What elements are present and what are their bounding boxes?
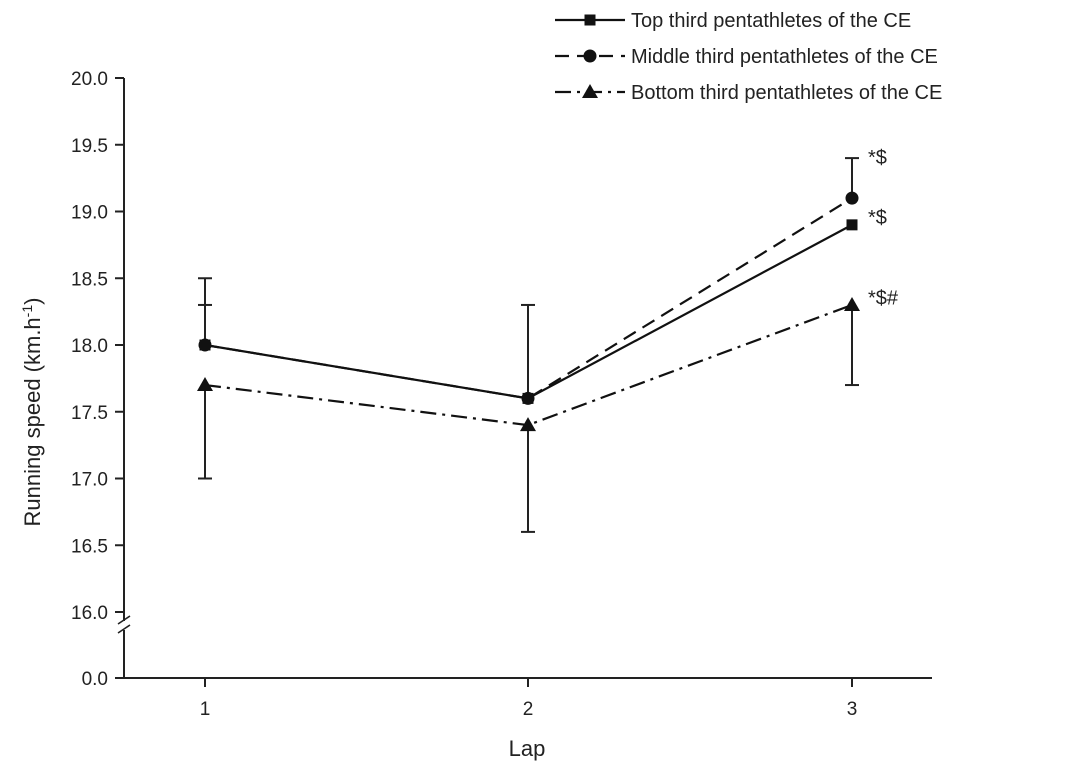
data-point-circle — [845, 191, 859, 205]
series-markers — [197, 191, 860, 432]
legend: Top third pentathletes of the CE Middle t… — [555, 10, 942, 104]
x-tick-label: 2 — [523, 699, 534, 720]
y-tick-label: 19.0 — [71, 203, 108, 224]
y-tick-label: 16.0 — [71, 603, 108, 624]
y-axis-title-end: ) — [20, 298, 45, 305]
legend-label: Top third pentathletes of the CE — [631, 10, 911, 32]
y-axis-title-sup: -1 — [19, 305, 35, 318]
axis-break-mark-1 — [117, 615, 131, 625]
data-point-square — [846, 219, 858, 231]
legend-label: Middle third pentathletes of the CE — [631, 46, 938, 68]
y-tick-label: 16.5 — [71, 536, 108, 557]
data-point-circle — [521, 391, 535, 405]
significance-annotation: *$ — [868, 147, 887, 169]
error-bars — [198, 157, 859, 533]
legend-marker-circle — [583, 49, 597, 63]
y-tick-label: 20.0 — [71, 69, 108, 90]
legend-label: Bottom third pentathletes of the CE — [631, 82, 942, 104]
y-tick-label: 17.0 — [71, 470, 108, 491]
axes — [117, 78, 932, 679]
data-point-circle — [198, 338, 212, 352]
y-tick-label: 0.0 — [82, 669, 108, 690]
y-tick-label: 19.5 — [71, 136, 108, 157]
y-tick-label: 18.0 — [71, 336, 108, 357]
x-ticks: 1 2 3 — [200, 678, 858, 720]
y-tick-label: 18.5 — [71, 269, 108, 290]
legend-marker-triangle — [582, 84, 598, 98]
significance-annotation: *$# — [868, 287, 899, 309]
y-axis-title-main: Running speed (km.h — [20, 317, 45, 526]
x-tick-label: 3 — [847, 699, 858, 720]
legend-marker-square — [584, 14, 596, 26]
series-line-2 — [204, 197, 853, 400]
axis-break-mark-2 — [117, 624, 131, 634]
data-point-triangle — [844, 296, 860, 311]
data-point-triangle — [197, 377, 213, 392]
y-axis-title: Running speed (km.h-1) — [19, 298, 45, 527]
y-tick-label: 17.5 — [71, 403, 108, 424]
data-point-triangle — [520, 417, 536, 432]
significance-annotation: *$ — [868, 207, 887, 229]
x-tick-label: 1 — [200, 699, 211, 720]
x-axis-title: Lap — [509, 736, 546, 761]
annotations: *$ *$ *$# — [868, 147, 899, 309]
y-ticks: 0.0 16.0 16.5 17.0 17.5 18.0 18.5 19.0 19.5 20.0 — [71, 69, 124, 690]
